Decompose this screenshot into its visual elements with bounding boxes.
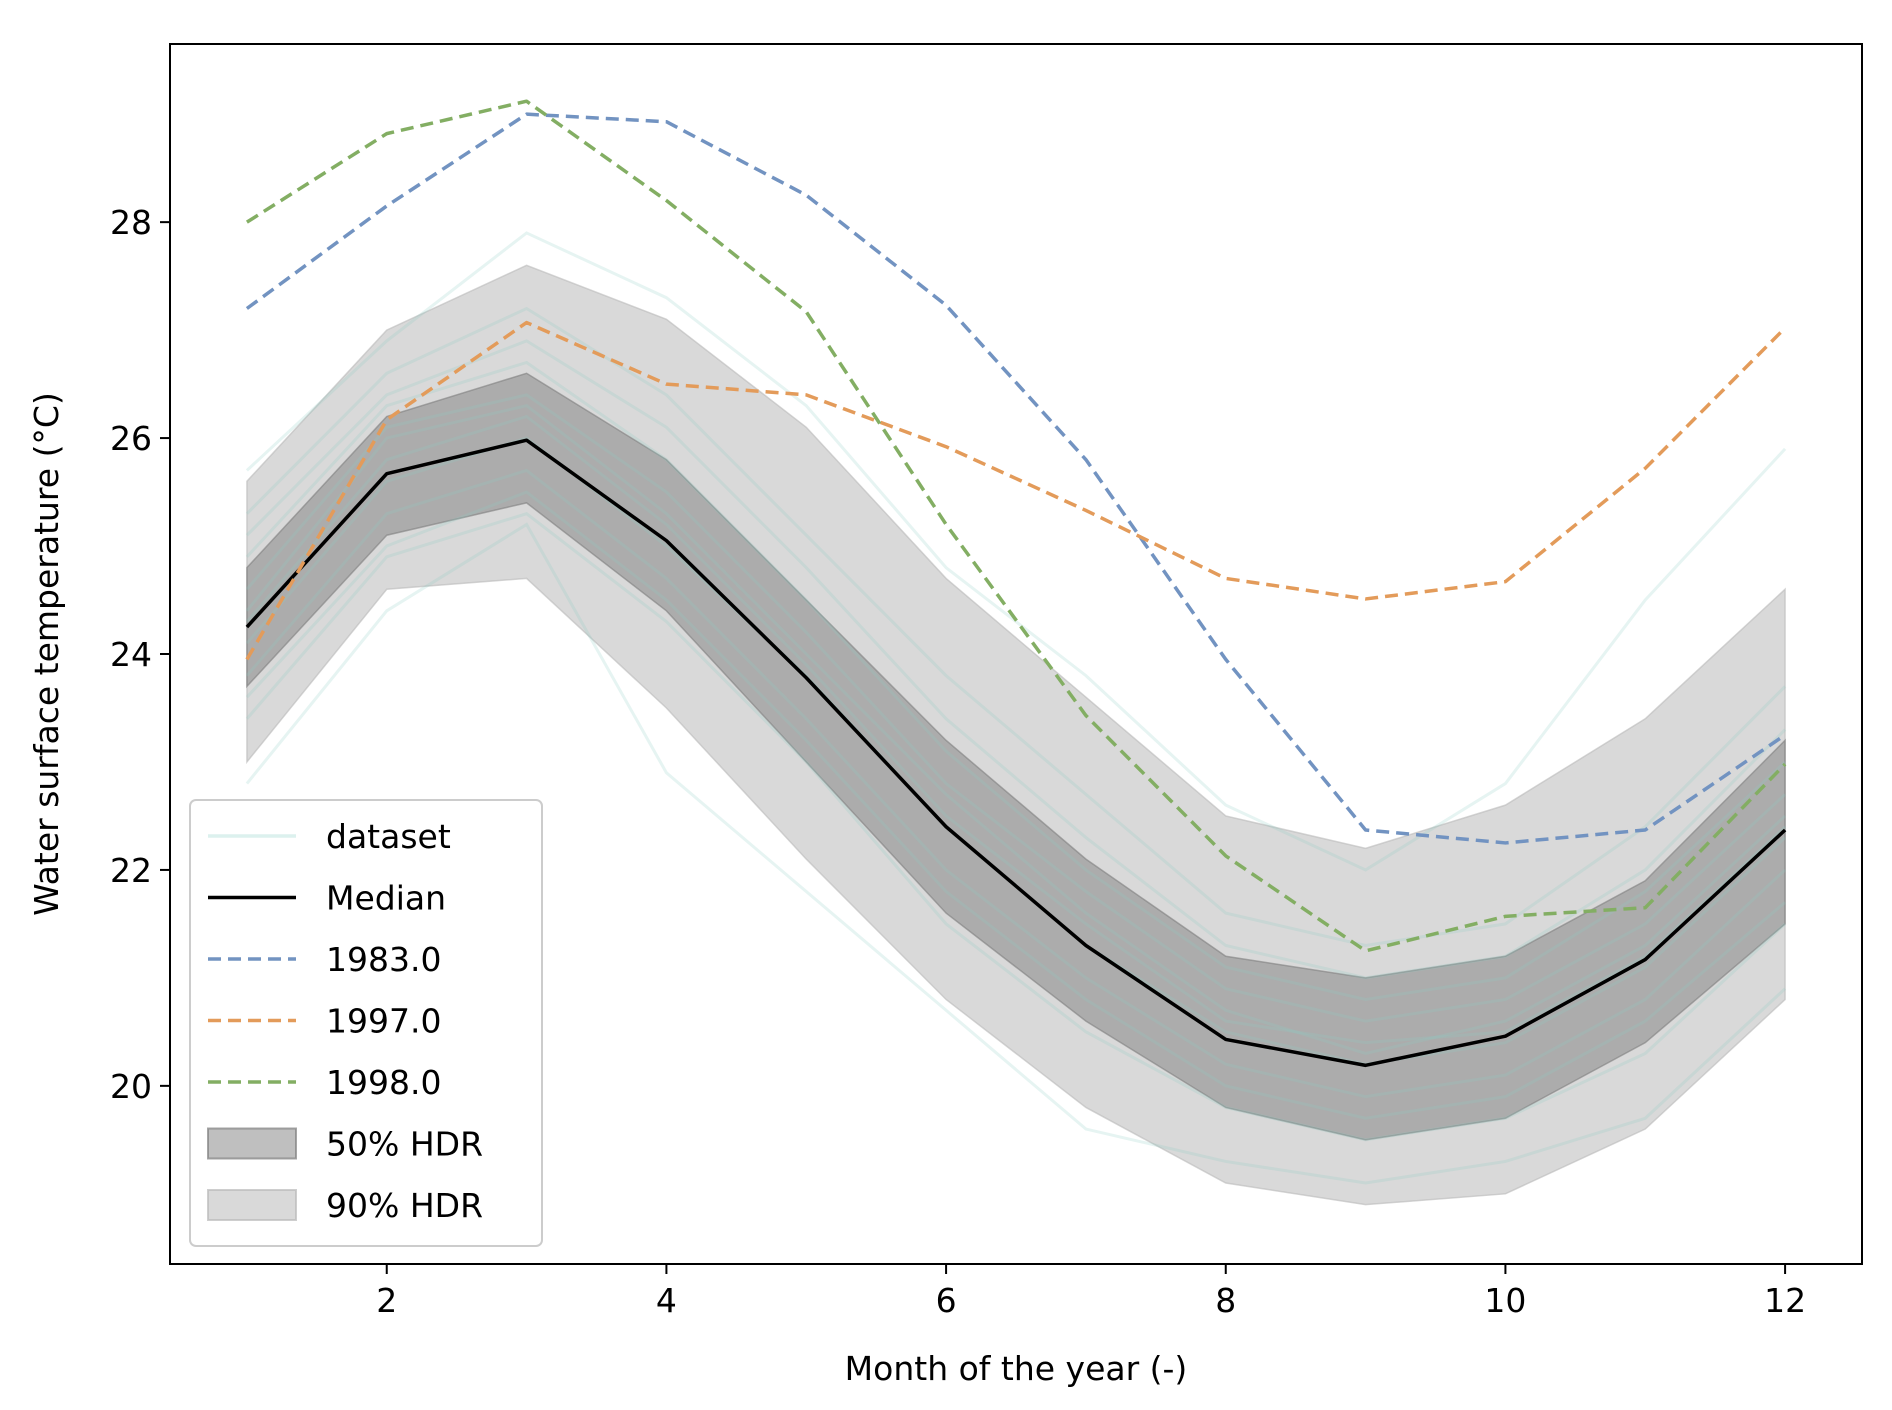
dataset-line-1 xyxy=(245,393,1787,1023)
y-tick-label-26: 26 xyxy=(110,419,152,458)
y-tick-label-24: 24 xyxy=(110,635,152,674)
dataset-line-4 xyxy=(245,511,1787,1142)
dataset-line-7 xyxy=(245,522,1787,1185)
y-tick-label-20: 20 xyxy=(110,1067,152,1106)
dataset-line-10 xyxy=(245,414,1787,1045)
dataset-line-6 xyxy=(245,231,1787,872)
legend-label-1998-0: 1998.0 xyxy=(326,1063,441,1102)
dataset-line-11 xyxy=(245,306,1787,948)
x-axis-label: Month of the year (-) xyxy=(845,1349,1188,1388)
y-tick-label-22: 22 xyxy=(110,851,152,890)
legend-label-median: Median xyxy=(326,879,446,918)
legend: dataset Median 1983.0 1997.0 1998.0 50% HDR 90… xyxy=(189,799,543,1247)
legend-label-50-hdr: 50% HDR xyxy=(326,1125,483,1164)
x-tick-label-10: 10 xyxy=(1484,1281,1526,1320)
x-tick-label-12: 12 xyxy=(1764,1281,1806,1320)
dataset-line-9 xyxy=(245,490,1787,1120)
legend-label-90-hdr: 90% HDR xyxy=(326,1186,483,1225)
series-line-1997-0 xyxy=(245,320,1787,661)
legend-label-1983-0: 1983.0 xyxy=(326,940,441,979)
x-tick-label-8: 8 xyxy=(1215,1281,1236,1320)
x-tick-label-2: 2 xyxy=(376,1281,397,1320)
dataset-line-8 xyxy=(245,360,1787,1002)
dataset-line-5 xyxy=(245,404,1787,1056)
series-line-median xyxy=(245,438,1787,1068)
y-axis-label: Water surface temperature (°C) xyxy=(27,392,66,916)
dataset-line-3 xyxy=(245,339,1787,980)
x-tick-label-6: 6 xyxy=(936,1281,957,1320)
y-tick-label-28: 28 xyxy=(110,203,152,242)
legend-label-1997-0: 1997.0 xyxy=(326,1002,441,1041)
series-line-1983-0 xyxy=(245,112,1787,845)
legend-label-dataset: dataset xyxy=(326,817,451,856)
dataset-line-2 xyxy=(245,468,1787,1099)
legend-swatch-50-hdr xyxy=(207,1127,297,1160)
series-line-1998-0 xyxy=(245,99,1787,953)
x-tick-label-4: 4 xyxy=(656,1281,677,1320)
plot-area xyxy=(245,99,1787,1206)
band-50-hdr xyxy=(246,372,1786,1141)
legend-swatch-90-hdr xyxy=(207,1189,297,1221)
